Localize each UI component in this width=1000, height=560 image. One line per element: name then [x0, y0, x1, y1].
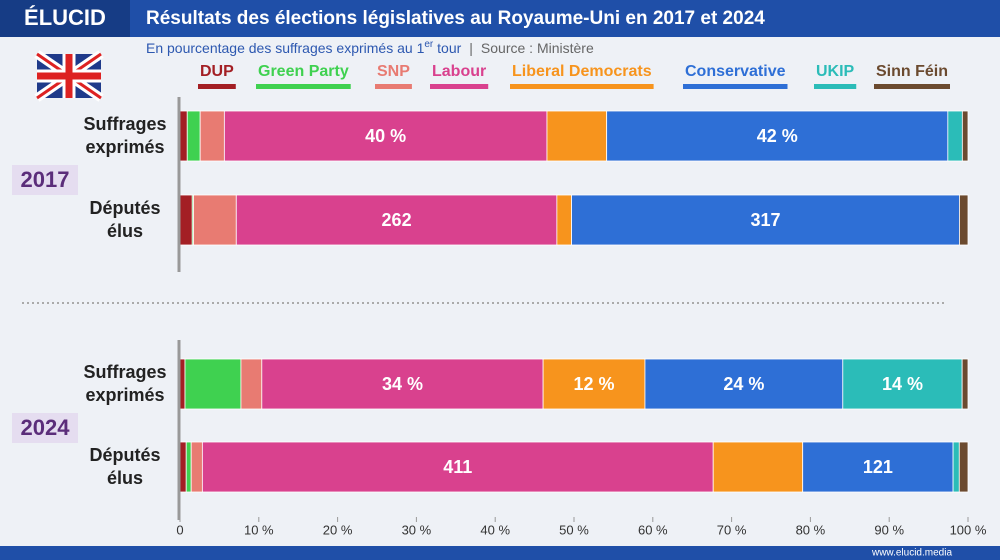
bar-segment — [201, 441, 714, 493]
bar-segment — [842, 358, 963, 410]
legend-label: DUP — [200, 63, 234, 80]
legend-label: Conservative — [685, 63, 786, 80]
legend-label: Labour — [432, 63, 486, 80]
bar-segment — [571, 194, 960, 246]
bar-segment — [184, 358, 242, 410]
bar-segment — [261, 358, 544, 410]
bar-segment — [644, 358, 844, 410]
footer-bar — [0, 546, 1000, 560]
logo-box — [0, 0, 130, 37]
bar-segment — [947, 110, 963, 162]
bar-segment — [186, 110, 201, 162]
value-label: 121 — [863, 457, 893, 477]
legend-swatch — [256, 84, 351, 89]
bar-segment — [606, 110, 949, 162]
x-tick-label: 60 % — [638, 522, 668, 537]
value-label: 34 % — [382, 374, 423, 394]
legend-swatch — [510, 84, 654, 89]
bar-segment — [235, 194, 558, 246]
legend-label: Liberal Democrats — [512, 63, 652, 80]
bar-segment — [712, 441, 804, 493]
logo: ÉLUCID — [24, 5, 106, 30]
value-label: 262 — [382, 210, 412, 230]
legend-swatch — [683, 84, 788, 89]
legend-label: SNP — [377, 63, 410, 80]
bar-segment — [958, 441, 969, 493]
x-tick-label: 40 % — [480, 522, 510, 537]
bar-segment — [240, 358, 263, 410]
subtitle: En pourcentage des suffrages exprimés au… — [146, 39, 594, 56]
legend-label: Sinn Féin — [876, 63, 948, 80]
category-label: Suffrages exprimés — [83, 114, 167, 157]
x-tick-label: 50 % — [559, 522, 589, 537]
header-bar — [0, 0, 1000, 37]
legend-label: UKIP — [816, 63, 855, 80]
bar-segment — [193, 194, 237, 246]
value-label: 317 — [750, 210, 780, 230]
year-label: 2024 — [12, 413, 78, 443]
value-label: 40 % — [365, 126, 406, 146]
bar-segment — [952, 441, 960, 493]
value-label: 12 % — [574, 374, 615, 394]
x-tick-label: 90 % — [874, 522, 904, 537]
legend-swatch — [430, 84, 489, 89]
bar-segment — [959, 194, 969, 246]
bar-segment — [223, 110, 548, 162]
category-label: Députés élus — [89, 445, 161, 488]
x-tick-label: 30 % — [402, 522, 432, 537]
category-label: Suffrages exprimés — [83, 362, 167, 405]
x-tick-label: 20 % — [323, 522, 353, 537]
legend-swatch — [814, 84, 857, 89]
legend-label: Green Party — [258, 63, 349, 80]
subtitle-sup: er — [424, 39, 434, 50]
bar-segment — [185, 441, 192, 493]
x-tick-label: 70 % — [717, 522, 747, 537]
footer: www.elucid.media — [871, 548, 952, 559]
bar-segment — [546, 110, 608, 162]
bar-segment — [542, 358, 646, 410]
legend-swatch — [874, 84, 950, 89]
bar-segment — [199, 110, 225, 162]
title: Résultats des élections législatives au … — [146, 8, 765, 29]
bar-segment — [961, 358, 969, 410]
subtitle-text: En pourcentage des suffrages exprimés au… — [146, 40, 425, 56]
category-label: Députés élus — [89, 198, 161, 241]
legend-swatch — [375, 84, 412, 89]
x-tick-label: 0 — [176, 522, 183, 537]
x-tick-label: 10 % — [244, 522, 274, 537]
bar-segment — [961, 110, 969, 162]
bar-segment — [190, 441, 203, 493]
year-label: 2017 — [12, 165, 78, 195]
value-label: 14 % — [882, 374, 923, 394]
flag — [34, 50, 104, 102]
value-label: 411 — [443, 457, 472, 477]
bar-segment — [179, 358, 186, 410]
bar-segment — [179, 194, 193, 246]
bar-segment — [179, 441, 187, 493]
source: Source : Ministère — [481, 40, 594, 56]
value-label: 42 % — [757, 126, 798, 146]
x-tick-label: 80 % — [796, 522, 826, 537]
bar-segment — [556, 194, 572, 246]
x-tick-label: 100 % — [950, 522, 987, 537]
subtitle-end: tour — [433, 40, 461, 56]
value-label: 24 % — [723, 374, 764, 394]
bar-segment — [179, 110, 188, 162]
legend-swatch — [198, 84, 236, 89]
separator: | — [469, 40, 473, 56]
